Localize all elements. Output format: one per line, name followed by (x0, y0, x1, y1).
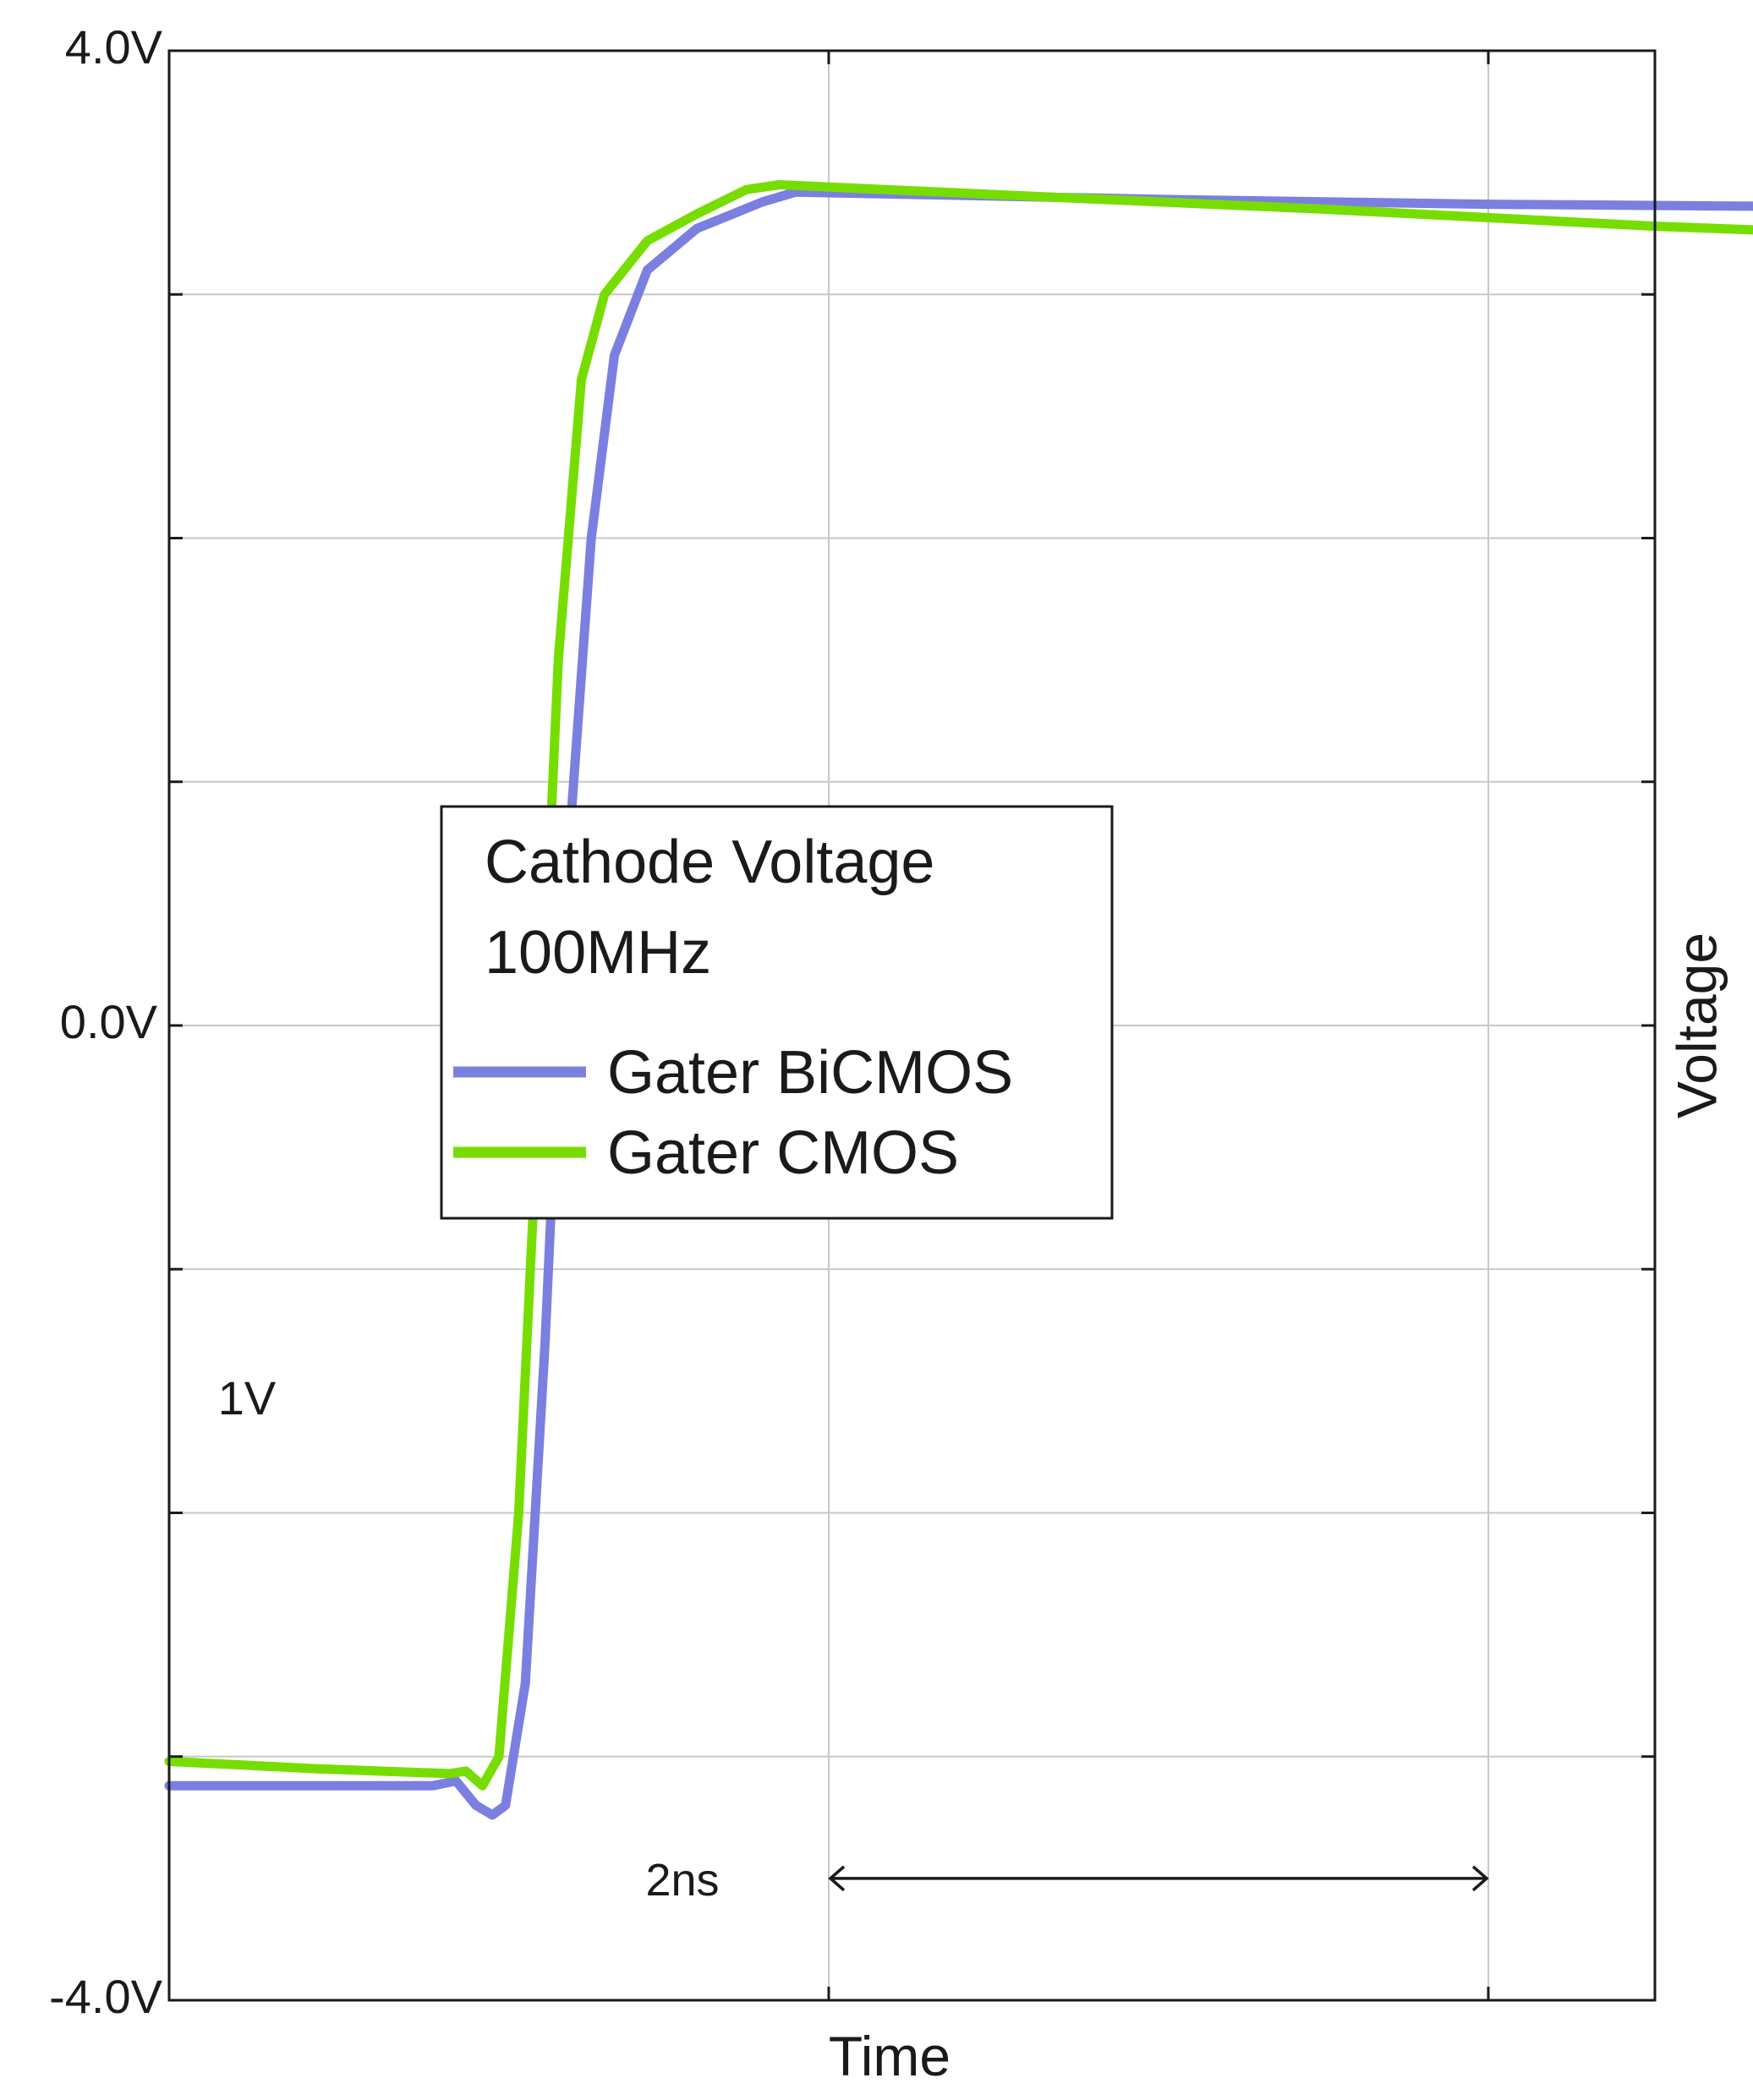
legend-label-gater-cmos: Gater CMOS (607, 1119, 959, 1187)
time-scale-arrowhead-left (828, 1865, 846, 1892)
legend-title-line-2: 100MHz (485, 919, 711, 987)
y-tick-label-top: 4.0V (65, 20, 163, 74)
x-axis-label: Time (829, 2025, 950, 2087)
time-scale-annotation: 2ns (645, 1855, 1489, 1906)
y-tick-label-bottom: -4.0V (49, 1970, 162, 2023)
legend: Cathode Voltage 100MHz Gater BiCMOS Gate… (440, 805, 1114, 1220)
y-tick-label-zero: 0.0V (60, 995, 158, 1048)
series-line-gater-cmos (164, 180, 1753, 1791)
voltage-scale-label: 1V (218, 1371, 277, 1425)
plot-lines (164, 180, 1753, 1820)
time-scale-arrowhead-right (1471, 1865, 1489, 1892)
time-scale-label: 2ns (645, 1855, 719, 1906)
voltage-scale-annotation: 1V (218, 1371, 277, 1425)
ticks (167, 49, 1657, 2002)
legend-label-gater-bicmos: Gater BiCMOS (607, 1039, 1013, 1107)
y-axis-label: Voltage (1665, 932, 1728, 1118)
legend-title-line-1: Cathode Voltage (485, 829, 934, 896)
